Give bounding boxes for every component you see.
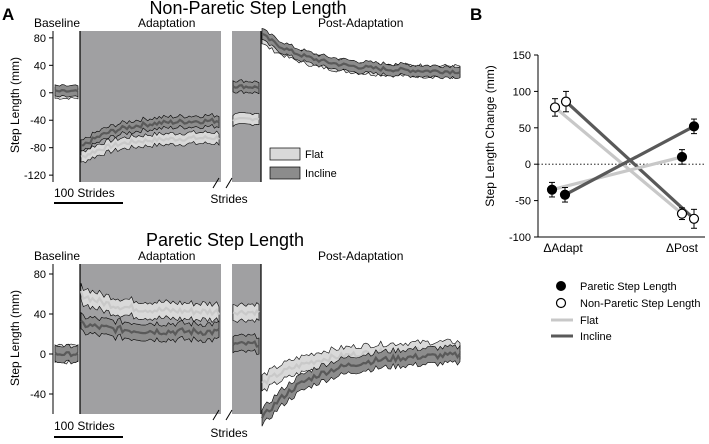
data-point bbox=[688, 213, 700, 224]
y-tick-label: 80 bbox=[34, 269, 46, 281]
legend-marker-open bbox=[555, 297, 567, 309]
y-axis-label: Step Length (mm) bbox=[8, 57, 22, 153]
legend-label-flat: Flat bbox=[580, 315, 598, 327]
axis-break bbox=[212, 177, 233, 189]
series-line-incline bbox=[232, 84, 260, 90]
adaptation-region bbox=[80, 31, 221, 182]
legend-label-incline: Incline bbox=[305, 168, 337, 180]
y-ticks: 150 100 50 0 -50 -100 bbox=[509, 50, 538, 244]
scale-bar-label: 100 Strides bbox=[54, 186, 115, 200]
series-layer bbox=[54, 27, 461, 164]
y-tick-label: -50 bbox=[515, 196, 531, 208]
series-line-flat bbox=[232, 116, 260, 122]
legend: Paretic Step Length Non-Paretic Step Len… bbox=[551, 281, 700, 343]
legend: Flat Incline bbox=[269, 147, 337, 180]
data-point bbox=[676, 151, 688, 163]
series-line-incline bbox=[54, 351, 79, 358]
phase-label-post: Post-Adaptation bbox=[318, 16, 403, 30]
data-point bbox=[676, 208, 688, 219]
series-line-flat bbox=[232, 308, 260, 317]
chart-step-length-change: Step Length Change (mm) 150 100 50 0 -50 -100… bbox=[483, 50, 705, 343]
y-tick-label: -40 bbox=[30, 115, 46, 127]
legend-label-incline: Incline bbox=[580, 331, 612, 343]
phase-label-adaptation: Adaptation bbox=[138, 16, 195, 30]
y-tick-label: 100 bbox=[513, 86, 531, 98]
series-layer bbox=[546, 90, 700, 229]
y-tick-label: 0 bbox=[40, 349, 46, 361]
y-tick-label: 50 bbox=[519, 123, 531, 135]
data-point bbox=[560, 96, 572, 107]
chart-non-paretic: Non-Paretic Step Length Baseline Adaptat… bbox=[8, 0, 461, 206]
series-line-incline bbox=[261, 32, 461, 75]
chart-title: Paretic Step Length bbox=[146, 230, 304, 250]
y-ticks: 80 40 0 -40 bbox=[30, 269, 53, 401]
legend-label-paretic: Paretic Step Length bbox=[580, 281, 677, 293]
data-point bbox=[688, 121, 700, 132]
data-point bbox=[546, 184, 558, 195]
series-line-incline bbox=[261, 351, 461, 419]
break-label: Strides bbox=[210, 192, 247, 206]
phase-label-baseline: Baseline bbox=[34, 249, 80, 263]
series-band-incline bbox=[80, 311, 220, 344]
x-tick-label-adapt: ΔAdapt bbox=[543, 241, 583, 255]
series-line bbox=[553, 106, 684, 215]
series-line-incline bbox=[232, 339, 260, 348]
chart-paretic: Paretic Step Length Baseline Adaptation … bbox=[8, 230, 461, 440]
y-axis-label: Step Length (mm) bbox=[8, 290, 22, 386]
panel-label-a: A bbox=[2, 5, 14, 24]
panel-label-b: B bbox=[470, 5, 482, 24]
data-point bbox=[549, 102, 561, 113]
series-line-incline bbox=[81, 117, 220, 147]
legend-swatch-flat bbox=[269, 147, 301, 161]
series-line-incline bbox=[54, 88, 79, 93]
y-tick-label: -40 bbox=[30, 389, 46, 401]
chart-title: Non-Paretic Step Length bbox=[149, 0, 346, 18]
break-label: Strides bbox=[210, 426, 247, 440]
series-line-incline bbox=[80, 319, 220, 337]
series-line-flat bbox=[79, 290, 220, 317]
series-band-incline bbox=[54, 343, 79, 365]
y-axis-label: Step Length Change (mm) bbox=[483, 65, 497, 206]
y-tick-label: 0 bbox=[525, 159, 531, 171]
scale-bar-label: 100 Strides bbox=[54, 419, 115, 433]
data-point bbox=[559, 189, 571, 200]
series-band-flat bbox=[80, 130, 220, 164]
series-band-flat bbox=[232, 112, 260, 128]
phase-label-adaptation: Adaptation bbox=[138, 249, 195, 263]
series-layer bbox=[54, 283, 461, 427]
y-tick-label: -100 bbox=[509, 232, 531, 244]
adaptation-region-late bbox=[232, 31, 261, 182]
phase-label-post: Post-Adaptation bbox=[318, 249, 403, 263]
y-tick-label: 150 bbox=[513, 50, 531, 62]
y-tick-label: 0 bbox=[40, 88, 46, 100]
legend-swatch-incline bbox=[269, 166, 301, 180]
y-tick-label: 40 bbox=[34, 60, 46, 72]
y-tick-label: -120 bbox=[24, 170, 46, 182]
series-line bbox=[551, 155, 683, 192]
series-band-incline bbox=[261, 344, 461, 427]
series-line-flat bbox=[80, 134, 220, 159]
y-tick-label: -80 bbox=[30, 143, 46, 155]
x-tick-label-post: ΔPost bbox=[666, 241, 699, 255]
series-band-flat bbox=[232, 302, 260, 323]
legend-label-flat: Flat bbox=[305, 149, 323, 161]
y-tick-label: 80 bbox=[34, 33, 46, 45]
legend-marker-filled bbox=[556, 281, 566, 291]
axis-break bbox=[212, 409, 233, 421]
y-tick-label: 40 bbox=[34, 309, 46, 321]
y-ticks: 80 40 0 -40 -80 -120 bbox=[24, 33, 53, 182]
legend-label-non-paretic: Non-Paretic Step Length bbox=[580, 298, 700, 310]
series-line bbox=[564, 124, 695, 197]
phase-label-baseline: Baseline bbox=[34, 16, 80, 30]
